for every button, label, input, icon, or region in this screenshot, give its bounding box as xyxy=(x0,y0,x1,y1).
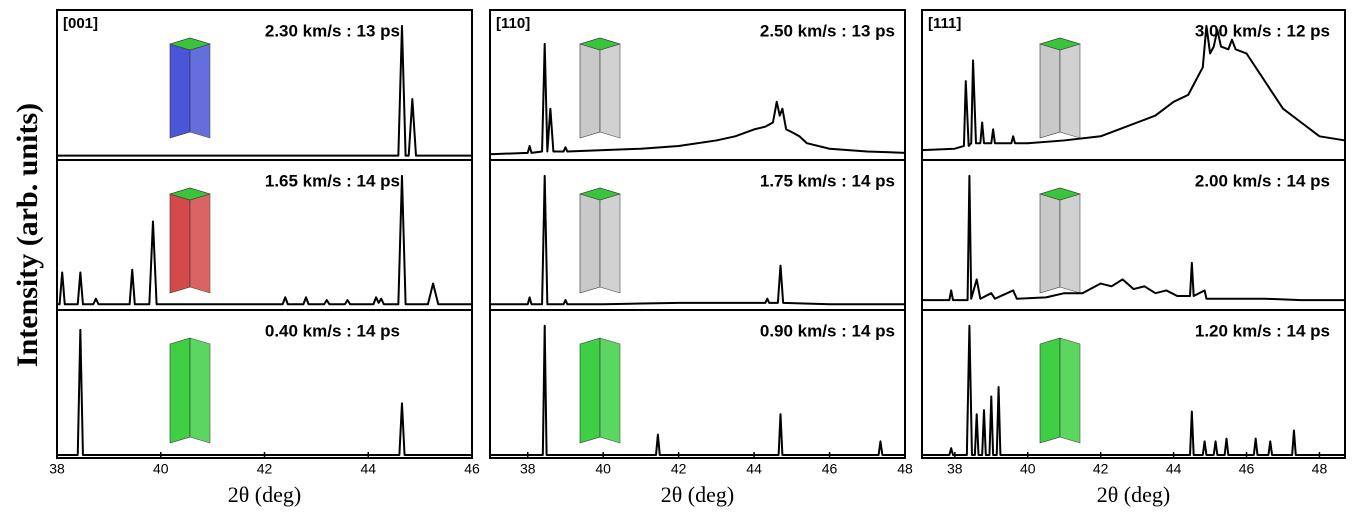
orientation-label: [110] xyxy=(496,15,530,32)
crystal-top xyxy=(168,187,212,201)
crystal-top xyxy=(578,37,622,51)
crystal-side xyxy=(1059,337,1081,444)
crystal-side xyxy=(599,337,621,444)
crystal-front xyxy=(169,187,191,294)
x-tick-label: 46 xyxy=(822,461,838,477)
crystal-top xyxy=(1038,37,1082,51)
panel-frame xyxy=(921,309,1346,459)
crystal-front xyxy=(169,337,191,444)
panel-title: 2.30 km/s : 13 ps xyxy=(265,21,400,40)
x-tick-label: 48 xyxy=(897,461,913,477)
x-tick-label: 42 xyxy=(671,461,687,477)
crystal-front xyxy=(579,337,601,444)
crystal-front xyxy=(579,187,601,294)
crystal-front xyxy=(1039,337,1061,444)
crystal-front xyxy=(1039,37,1061,139)
crystal-side xyxy=(599,187,621,294)
x-tick-label: 48 xyxy=(1312,461,1328,477)
pattern-line xyxy=(490,174,905,306)
crystal-side xyxy=(189,187,211,294)
crystal-top xyxy=(1038,187,1082,201)
orientation-label: [001] xyxy=(63,15,98,32)
crystal-side xyxy=(1059,37,1081,139)
x-tick-label: 44 xyxy=(360,461,376,477)
x-axis-label: 2θ (deg) xyxy=(228,482,301,507)
x-tick-label: 42 xyxy=(257,461,273,477)
panel-title: 0.40 km/s : 14 ps xyxy=(265,321,400,340)
crystal-side xyxy=(1059,187,1081,294)
crystal-front xyxy=(169,37,191,139)
x-axis-label: 2θ (deg) xyxy=(661,482,734,507)
pattern-line xyxy=(922,174,1345,302)
x-tick-label: 40 xyxy=(153,461,169,477)
panel-title: 1.65 km/s : 14 ps xyxy=(265,171,400,190)
x-tick-label: 40 xyxy=(1020,461,1036,477)
pattern-line xyxy=(57,328,472,456)
panel-title: 2.50 km/s : 13 ps xyxy=(760,21,895,40)
y-axis-label: Intensity (arb. units) xyxy=(11,103,44,367)
pattern-line xyxy=(922,324,1345,456)
x-tick-label: 44 xyxy=(1166,461,1182,477)
panel-title: 1.20 km/s : 14 ps xyxy=(1195,321,1330,340)
orientation-label: [111] xyxy=(928,15,961,32)
x-tick-label: 42 xyxy=(1093,461,1109,477)
crystal-side xyxy=(189,37,211,139)
pattern-line xyxy=(490,324,905,456)
x-tick-label: 46 xyxy=(464,461,480,477)
panel-title: 0.90 km/s : 14 ps xyxy=(760,321,895,340)
pattern-line xyxy=(489,42,906,156)
crystal-front xyxy=(579,37,601,139)
panel-title: 3.00 km/s : 12 ps xyxy=(1195,21,1330,40)
pattern-line xyxy=(57,24,472,157)
crystal-top xyxy=(168,37,212,51)
crystal-side xyxy=(189,337,211,444)
pattern-line xyxy=(57,174,472,306)
crystal-front xyxy=(1039,187,1061,294)
panel-title: 1.75 km/s : 14 ps xyxy=(760,171,895,190)
crystal-side xyxy=(599,37,621,139)
x-tick-label: 38 xyxy=(520,461,536,477)
x-tick-label: 40 xyxy=(595,461,611,477)
x-axis-label: 2θ (deg) xyxy=(1097,482,1170,507)
x-tick-label: 38 xyxy=(947,461,963,477)
x-tick-label: 44 xyxy=(746,461,762,477)
pattern-line xyxy=(921,24,1346,152)
panel-frame xyxy=(489,309,906,459)
panel-title: 2.00 km/s : 14 ps xyxy=(1195,171,1330,190)
x-tick-label: 46 xyxy=(1239,461,1255,477)
x-tick-label: 38 xyxy=(49,461,65,477)
crystal-top xyxy=(578,187,622,201)
